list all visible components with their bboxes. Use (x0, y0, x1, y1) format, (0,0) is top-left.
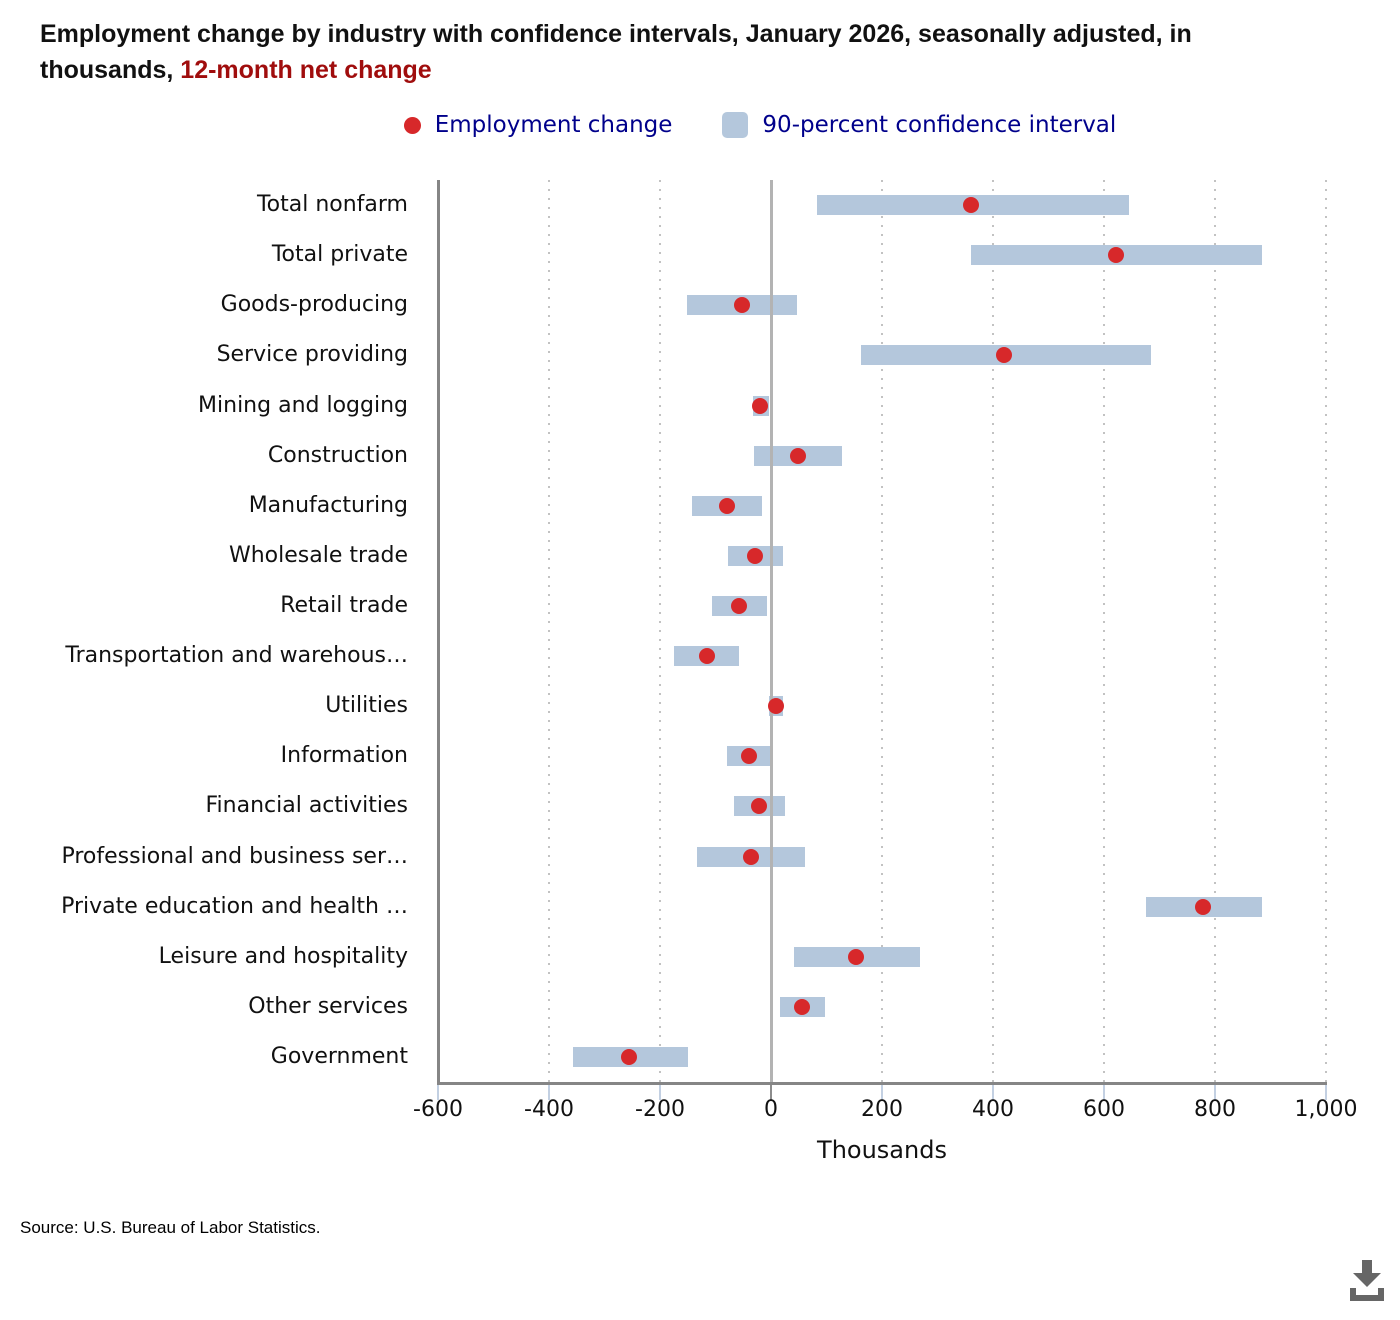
employment-change-dot (751, 397, 768, 414)
employment-change-dot (767, 698, 784, 715)
category-label: Government (270, 1043, 408, 1069)
x-axis-tick (548, 1085, 550, 1100)
y-axis-line (437, 180, 440, 1082)
category-label: Other services (248, 993, 408, 1019)
x-axis-tick (770, 1085, 772, 1100)
x-axis-tick (659, 1085, 661, 1100)
chart-title-text: Employment change by industry with confi… (40, 20, 1192, 84)
x-axis-tick-label: 1,000 (1294, 1097, 1358, 1122)
employment-change-dot (620, 1048, 637, 1065)
employment-change-dot (794, 998, 811, 1015)
employment-change-dot (848, 948, 865, 965)
category-label: Total private (271, 242, 408, 268)
category-label: Goods-producing (220, 292, 408, 318)
legend-label-employment-change: Employment change (434, 112, 673, 138)
zero-line (770, 180, 773, 1085)
legend-item-employment-change: Employment change (403, 112, 673, 138)
employment-change-dot (698, 648, 715, 665)
gridline--400 (548, 180, 550, 1082)
x-axis-tick (1103, 1085, 1105, 1100)
category-label: Service providing (216, 342, 408, 368)
category-label: Wholesale trade (228, 542, 408, 568)
x-axis-tick (437, 1085, 439, 1100)
x-axis-tick (992, 1085, 994, 1100)
employment-change-dot (740, 748, 757, 765)
x-axis-tick-label: 0 (764, 1097, 778, 1122)
employment-change-dot (733, 297, 750, 314)
chart-title-highlight: 12-month net change (180, 56, 432, 84)
category-label: Mining and logging (198, 392, 408, 418)
x-axis-line (437, 1082, 1327, 1085)
category-label: Total nonfarm (256, 192, 408, 218)
gridline-1000 (1325, 180, 1327, 1082)
x-axis-tick (881, 1085, 883, 1100)
category-label: Private education and health … (61, 893, 408, 919)
category-label: Construction (267, 442, 408, 468)
category-label: Leisure and hospitality (158, 943, 408, 969)
gridline--200 (659, 180, 661, 1082)
legend-swatch-icon (722, 112, 749, 138)
employment-change-dot (751, 798, 768, 815)
category-label: Transportation and warehous… (65, 643, 408, 669)
category-label: Professional and business ser… (61, 843, 408, 869)
employment-change-dot (1194, 898, 1211, 915)
x-axis-tick-label: 400 (972, 1097, 1014, 1122)
category-label: Financial activities (205, 793, 408, 819)
x-axis-tick (1325, 1085, 1327, 1100)
download-icon (1350, 1260, 1384, 1301)
x-axis-tick-label: -200 (635, 1097, 685, 1122)
employment-change-dot (996, 347, 1013, 364)
employment-change-dot (1108, 247, 1125, 264)
legend: Employment change 90-percent confidence … (120, 106, 1400, 144)
chart-title: Employment change by industry with confi… (40, 16, 1332, 88)
legend-item-confidence-interval: 90-percent confidence interval (722, 112, 1116, 138)
employment-change-dot (790, 447, 807, 464)
employment-change-dot (718, 497, 735, 514)
category-label: Information (280, 743, 408, 769)
legend-dot-icon (403, 116, 421, 134)
x-axis-title: Thousands (817, 1136, 947, 1164)
gridline-200 (881, 180, 883, 1082)
source-note: Source: U.S. Bureau of Labor Statistics. (20, 1218, 321, 1237)
x-axis-tick-label: 600 (1083, 1097, 1125, 1122)
category-label: Utilities (325, 693, 408, 719)
employment-change-dot (963, 197, 980, 214)
legend-label-confidence-interval: 90-percent confidence interval (762, 112, 1117, 138)
x-axis-tick-label: -400 (524, 1097, 574, 1122)
employment-change-dot (747, 547, 764, 564)
x-axis-tick (1214, 1085, 1216, 1100)
employment-change-dot (743, 848, 760, 865)
gridline-400 (992, 180, 994, 1082)
gridline-600 (1103, 180, 1105, 1082)
category-label: Retail trade (280, 592, 408, 618)
employment-change-dot (731, 597, 748, 614)
category-label: Manufacturing (248, 492, 408, 518)
x-axis-tick-label: -600 (413, 1097, 463, 1122)
x-axis-tick-label: 800 (1194, 1097, 1236, 1122)
download-button[interactable] (1342, 1256, 1392, 1306)
gridline-800 (1214, 180, 1216, 1082)
x-axis-tick-label: 200 (861, 1097, 903, 1122)
